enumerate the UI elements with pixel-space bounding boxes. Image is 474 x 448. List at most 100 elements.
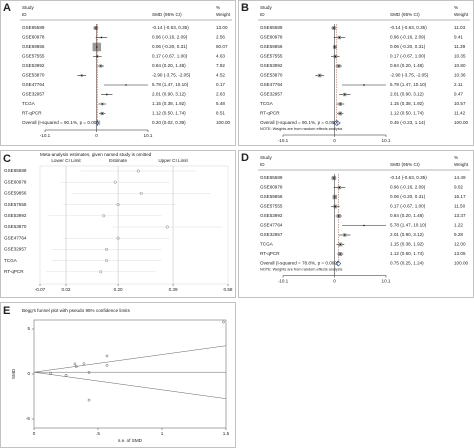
header-id: ID [22, 12, 27, 17]
effect-label: 1.15 (0.38, 1.92) [152, 101, 186, 106]
effect-label: 0.17 (-0.67, 1.00) [390, 54, 426, 59]
estimate-point [99, 270, 103, 274]
point-estimate [101, 112, 103, 115]
point-estimate [338, 65, 340, 67]
x-tick-label: 0 [33, 431, 36, 436]
study-name: TCGA [260, 101, 274, 106]
study-name: RT-qPCR [260, 251, 280, 256]
note: NOTE: Weights are from random effects an… [260, 268, 342, 272]
effect-label: 1.12 (0.50, 1.74) [390, 111, 424, 116]
header-study: Study [260, 5, 272, 10]
pseudo-limit [33, 371, 227, 399]
overall-weight: 100.00 [454, 120, 468, 125]
panel-letter: C [3, 153, 11, 165]
effect-label: 0.06 (-0.20, 0.31) [152, 44, 188, 49]
x-tick-label: -0.07 [35, 287, 46, 292]
study-name: TCGA [22, 101, 36, 106]
title: Meta-analysis estimates, given named stu… [40, 152, 152, 157]
x-tick-label: 0 [333, 138, 336, 143]
study-name: GSE57555 [260, 204, 283, 209]
effect-label: -0.14 (-0.63, 0.35) [152, 25, 189, 30]
overall-name: Overall (I-squared = 78.8%, p = 0.000) [260, 261, 339, 266]
point-estimate [333, 177, 335, 179]
study-name: GSE53992 [260, 63, 283, 68]
study-name: GSE32957 [22, 92, 45, 97]
header-pct: % [454, 5, 458, 10]
effect-label: -0.14 (-0.63, 0.35) [390, 175, 427, 180]
header-id: ID [260, 12, 265, 17]
point-estimate [95, 27, 97, 29]
estimate-point [104, 247, 109, 251]
effect-label: 0.96 (-0.16, 2.09) [390, 35, 426, 40]
point-estimate [363, 84, 365, 86]
weight-label: 2.11 [454, 82, 463, 87]
header-study: Study [22, 5, 34, 10]
effect-label: 5.78 (1.47, 10.10) [390, 223, 427, 228]
effect-label: 0.84 (0.20, 1.48) [390, 213, 424, 218]
plot-frame [33, 319, 227, 429]
study-point [82, 362, 86, 365]
x-tick-label: 0.02 [62, 287, 71, 292]
y-axis-label: SMD [11, 368, 16, 379]
point-estimate [338, 215, 340, 217]
study-point [64, 373, 68, 377]
study-name: GSE65589 [260, 25, 283, 30]
effect-label: 2.01 (0.90, 3.12) [390, 92, 424, 97]
point-estimate [125, 84, 127, 86]
column-label: Estimate [109, 158, 127, 163]
title: Begg's funnel plot with pseudo 95% confi… [22, 308, 131, 313]
x-tick-label: -10.1 [40, 133, 51, 138]
weight-label: 9.28 [454, 232, 463, 237]
overall-weight: 100.00 [454, 261, 468, 266]
study-point [49, 372, 52, 375]
x-tick-label: 0.20 [114, 287, 123, 292]
header-effect: SMD (95% CI) [152, 12, 182, 17]
point-estimate [100, 36, 103, 39]
panel-border [0, 150, 236, 298]
study-name: RT-qPCR [260, 111, 280, 116]
effect-label: 2.01 (0.90, 3.12) [152, 92, 186, 97]
x-tick-label: 0 [333, 279, 336, 284]
effect-label: 1.15 (0.38, 1.92) [390, 101, 424, 106]
study-name: GSE65589 [4, 168, 27, 173]
column-label: Lower CI Limit [51, 158, 81, 163]
weight-label: 4.52 [216, 73, 225, 78]
header-pct: % [454, 155, 458, 160]
estimate-point [139, 191, 143, 195]
x-axis-label: s.e. of SMD [118, 438, 143, 443]
weight-label: 0.17 [216, 82, 225, 87]
point-estimate [339, 103, 342, 105]
effect-label: 0.84 (0.20, 1.48) [390, 63, 424, 68]
weight-label: 9.02 [454, 185, 463, 190]
weight-label: 60.07 [216, 44, 228, 49]
study-name: GSE47764 [22, 82, 45, 87]
study-point [87, 371, 91, 374]
overall-diamond [335, 260, 342, 267]
point-estimate [339, 112, 341, 115]
study-name: GSE32957 [260, 232, 283, 237]
effect-label: 0.17 (-0.67, 1.00) [152, 54, 188, 59]
point-estimate [363, 224, 365, 227]
study-name: GSE59856 [260, 194, 283, 199]
effect-label: 2.01 (0.90, 3.12) [390, 232, 424, 237]
effect-label: 1.12 (0.50, 1.74) [152, 111, 186, 116]
effect-label: 5.78 (1.47, 10.10) [152, 82, 189, 87]
study-name: GSE59856 [260, 44, 283, 49]
study-name: GSE65589 [22, 25, 45, 30]
overall-label: 0.20 (0.02, 0.39) [152, 120, 186, 125]
weight-label: 16.17 [454, 194, 466, 199]
weight-label: 10.36 [454, 73, 466, 78]
note: NOTE: Weights are from random effects an… [260, 127, 342, 131]
panel-border [0, 0, 236, 146]
weight-label: 11.03 [454, 25, 466, 30]
point-estimate [339, 253, 341, 255]
point-estimate [100, 65, 102, 67]
point-estimate [338, 36, 341, 39]
pseudo-limit [33, 345, 227, 373]
study-name: TCGA [260, 242, 274, 247]
weight-label: 4.63 [216, 54, 225, 59]
weight-label: 10.57 [454, 101, 466, 106]
weight-label: 11.42 [454, 111, 466, 116]
point-estimate [339, 243, 342, 246]
x-tick-label: -10.1 [278, 138, 289, 143]
